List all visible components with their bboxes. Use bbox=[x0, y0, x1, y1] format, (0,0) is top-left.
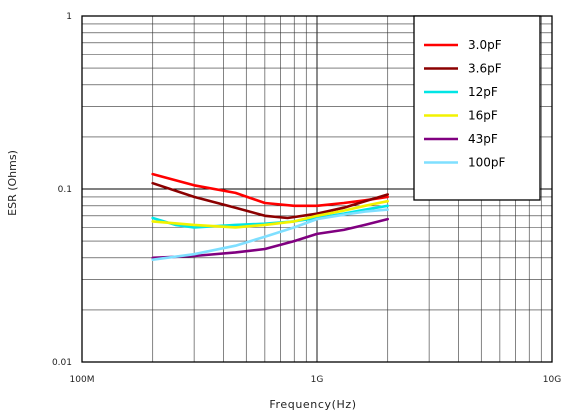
series-line-3-0pf bbox=[151, 172, 389, 208]
plot-frame bbox=[81, 15, 553, 363]
x-tick-label: 10G bbox=[543, 375, 561, 385]
legend-label-3-6pf: 3.6pF bbox=[468, 62, 502, 76]
x-axis-label: Frequency(Hz) bbox=[269, 398, 356, 411]
legend-label-16pf: 16pF bbox=[468, 109, 498, 123]
series-lines bbox=[151, 172, 389, 261]
legend: 3.0pF 3.6pF 12pF 16pF 43pF 100pF bbox=[413, 15, 541, 201]
series-line-100pf bbox=[151, 208, 389, 261]
legend-label-43pf: 43pF bbox=[468, 132, 498, 146]
legend-label-12pf: 12pF bbox=[468, 85, 498, 99]
series-line-3-6pf bbox=[151, 181, 389, 220]
y-axis-label: ESR (Ohms) bbox=[6, 150, 19, 216]
x-tick-label: 1G bbox=[311, 375, 324, 385]
y-tick-label: 1 bbox=[66, 12, 72, 22]
series-line-43pf bbox=[151, 217, 389, 260]
series-line-16pf bbox=[151, 199, 389, 229]
y-tick-label: 0.01 bbox=[52, 358, 72, 368]
legend-label-3-0pf: 3.0pF bbox=[468, 38, 502, 52]
legend-items: 3.0pF 3.6pF 12pF 16pF 43pF 100pF bbox=[424, 38, 506, 170]
legend-box bbox=[413, 15, 541, 201]
x-tick-label: 100M bbox=[70, 375, 95, 385]
legend-label-100pf: 100pF bbox=[468, 156, 506, 170]
y-tick-label: 0.1 bbox=[58, 185, 72, 195]
tick-labels: 100M 1G 10G 1 0.1 0.01 bbox=[52, 12, 561, 385]
